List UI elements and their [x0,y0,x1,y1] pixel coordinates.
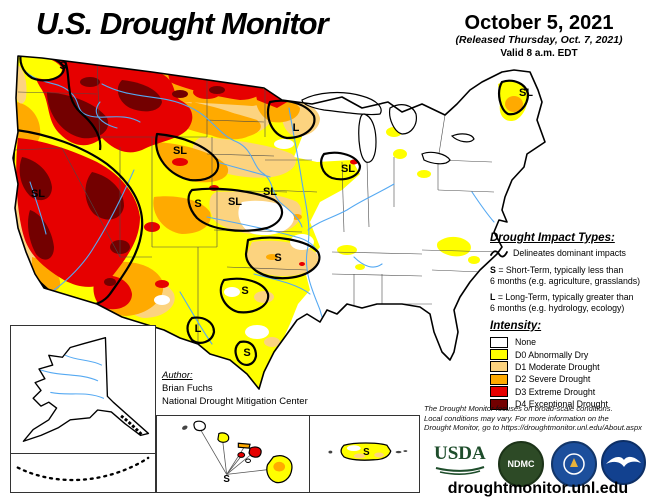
legend-item-none: None [490,336,650,348]
long-term-definition: L = Long-Term, typically greater than 6 … [490,292,634,313]
commerce-seal-icon [563,453,585,475]
swatch-d0 [490,349,508,361]
map-date: October 5, 2021 [464,12,614,34]
legend-item-d1: D1 Moderate Drought [490,361,650,373]
impact-label: SL [341,163,355,175]
puerto-rico-impact-label: S [363,447,370,458]
footer-url[interactable]: droughtmonitor.unl.edu [447,480,629,497]
swatch-d4 [490,398,508,410]
noaa-seagull-icon [606,456,641,467]
author-heading: Author: [162,370,193,381]
page-title: U.S. Drought Monitor [36,6,329,41]
short-term-definition: S = Short-Term, typically less than 6 mo… [490,265,641,286]
intensity-legend-title: Intensity: [490,320,542,332]
squiggle-line-icon [490,250,508,258]
impact-label: L [195,323,202,335]
delineates-label: Delineates dominant impacts [513,248,626,258]
disclaimer-text: The Drought Monitor focuses on broad-sca… [424,404,642,433]
hawaii-impact-label: S [223,474,230,485]
swatch-none [490,336,508,348]
conus-outline [12,55,546,390]
swatch-d2 [490,373,508,385]
legend-item-d3: D3 Extreme Drought [490,386,650,398]
aleutian-map [16,456,150,482]
alaska-inset [10,325,156,455]
great-lakes [301,91,475,165]
date-block: October 5, 2021 (Released Thursday, Oct.… [426,12,652,61]
puerto-rico-map: S [328,442,408,461]
impact-label: SL [173,145,187,157]
legend-item-d2: D2 Severe Drought [490,373,650,385]
legend-item-d0: D0 Abnormally Dry [490,348,650,361]
usda-underline-icon [435,466,485,475]
impact-label: S [241,285,248,297]
impact-label: L [293,122,300,134]
impact-label: S [59,60,66,72]
author-name: Brian Fuchs [162,383,213,394]
hawaii-map: S [182,420,293,485]
intensity-legend: Intensity: None D0 Abnormally Dry D1 Mod… [490,320,650,410]
puerto-rico-inset: S [309,415,420,493]
impact-label: SL [519,87,533,99]
ndmc-logo: NDMC [498,441,544,487]
author-block: Author: Brian Fuchs National Drought Mit… [162,369,308,408]
impact-label: SL [263,186,277,198]
valid-time: Valid 8 a.m. EDT [500,48,578,59]
swatch-d1 [490,361,508,373]
hawaii-inset: S [156,415,310,493]
usda-logo: USDA [434,443,486,481]
hawaii-callout-lines [199,427,269,475]
impact-types-legend: Drought Impact Types: Delineates dominan… [490,232,650,319]
impact-label: SL [31,188,45,200]
noaa-logo [601,440,646,485]
release-date: (Released Thursday, Oct. 7, 2021) [455,34,623,46]
author-org: National Drought Mitigation Center [162,396,308,407]
impact-label: S [243,347,250,359]
state-borders [14,57,501,344]
commerce-department-logo [551,441,597,487]
impact-label: S [194,198,201,210]
impact-label: S [274,252,281,264]
legend-item-d4: D4 Exceptional Drought [490,398,650,410]
swatch-d3 [490,386,508,398]
aleutian-inset [10,453,156,493]
alaska-map [22,337,150,442]
impact-legend-title: Drought Impact Types: [490,232,615,244]
impact-label: SL [228,196,242,208]
